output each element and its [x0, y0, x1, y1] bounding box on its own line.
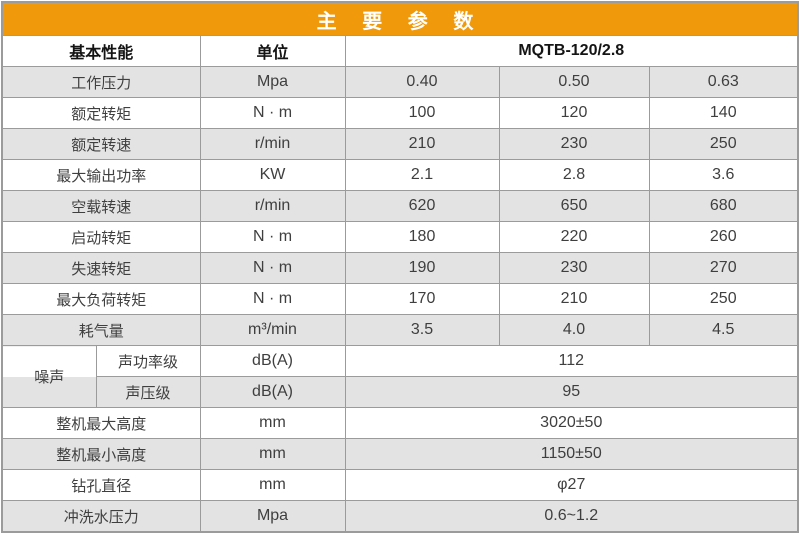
- row-unit: mm: [199, 438, 346, 470]
- row-value: 210: [344, 128, 500, 160]
- row-unit: N · m: [199, 97, 346, 129]
- row-value: 3.5: [344, 314, 500, 346]
- row-value: 112: [344, 345, 799, 377]
- row-value: φ27: [344, 469, 799, 501]
- row-label: 失速转矩: [1, 252, 201, 284]
- row-value: 190: [344, 252, 500, 284]
- header-basic-performance: 基本性能: [1, 35, 201, 67]
- header-model: MQTB-120/2.8: [344, 35, 799, 67]
- table-row: 额定转速 r/min 210 230 250: [1, 128, 799, 160]
- row-label: 空载转速: [1, 190, 201, 222]
- row-value: 230: [498, 252, 650, 284]
- row-label: 工作压力: [1, 66, 201, 98]
- table-row: 最大输出功率 KW 2.1 2.8 3.6: [1, 159, 799, 191]
- row-unit: Mpa: [199, 66, 346, 98]
- row-value: 230: [498, 128, 650, 160]
- row-label: 启动转矩: [1, 221, 201, 253]
- row-unit: r/min: [199, 190, 346, 222]
- row-unit: N · m: [199, 283, 346, 315]
- row-label: 最大负荷转矩: [1, 283, 201, 315]
- row-value: 650: [498, 190, 650, 222]
- row-value: 4.5: [648, 314, 799, 346]
- row-label: 声压级: [95, 376, 201, 408]
- table-row: 冲洗水压力 Mpa 0.6~1.2: [1, 500, 799, 533]
- row-value: 210: [498, 283, 650, 315]
- table-title-row: 主 要 参 数: [1, 1, 799, 36]
- row-value: 0.40: [344, 66, 500, 98]
- table-row: 整机最大高度 mm 3020±50: [1, 407, 799, 439]
- row-value: 0.50: [498, 66, 650, 98]
- row-value: 0.63: [648, 66, 799, 98]
- row-value: 140: [648, 97, 799, 129]
- table-row-noise-pressure: 声压级 dB(A) 95: [2, 376, 799, 408]
- row-value: 2.8: [498, 159, 650, 191]
- row-value: 680: [648, 190, 799, 222]
- row-unit: dB(A): [199, 345, 346, 377]
- row-unit: KW: [199, 159, 346, 191]
- table-row: 耗气量 m³/min 3.5 4.0 4.5: [1, 314, 799, 346]
- table-header-row: 基本性能 单位 MQTB-120/2.8: [1, 35, 799, 67]
- row-value: 100: [344, 97, 500, 129]
- table-title: 主 要 参 数: [1, 1, 799, 36]
- row-unit: Mpa: [199, 500, 346, 533]
- table-row: 启动转矩 N · m 180 220 260: [1, 221, 799, 253]
- row-unit: r/min: [199, 128, 346, 160]
- row-value: 120: [498, 97, 650, 129]
- row-unit: m³/min: [199, 314, 346, 346]
- row-value: 170: [344, 283, 500, 315]
- table-row: 空载转速 r/min 620 650 680: [1, 190, 799, 222]
- row-label: 额定转矩: [1, 97, 201, 129]
- row-label: 声功率级: [95, 345, 201, 377]
- row-value: 180: [344, 221, 500, 253]
- row-value: 3.6: [648, 159, 799, 191]
- row-unit: mm: [199, 407, 346, 439]
- table-row: 额定转矩 N · m 100 120 140: [1, 97, 799, 129]
- row-label: 冲洗水压力: [1, 500, 201, 533]
- row-label: 整机最小高度: [1, 438, 201, 470]
- row-label: 整机最大高度: [1, 407, 201, 439]
- table-row: 整机最小高度 mm 1150±50: [1, 438, 799, 470]
- row-label: 最大输出功率: [1, 159, 201, 191]
- table-row-noise-power: 噪声 声功率级 dB(A) 112: [1, 345, 799, 408]
- row-label: 额定转速: [1, 128, 201, 160]
- row-value: 260: [648, 221, 799, 253]
- table-row: 失速转矩 N · m 190 230 270: [1, 252, 799, 284]
- row-value: 220: [498, 221, 650, 253]
- row-label: 钻孔直径: [1, 469, 201, 501]
- table-row: 工作压力 Mpa 0.40 0.50 0.63: [1, 66, 799, 98]
- noise-group-label: 噪声: [1, 345, 97, 408]
- row-label: 耗气量: [1, 314, 201, 346]
- row-unit: mm: [199, 469, 346, 501]
- row-value: 1150±50: [344, 438, 799, 470]
- row-value: 2.1: [344, 159, 500, 191]
- row-value: 250: [648, 283, 799, 315]
- row-value: 270: [648, 252, 799, 284]
- row-value: 250: [648, 128, 799, 160]
- row-value: 4.0: [498, 314, 650, 346]
- row-unit: N · m: [199, 252, 346, 284]
- row-value: 95: [344, 376, 799, 408]
- row-unit: dB(A): [199, 376, 346, 408]
- row-value: 3020±50: [344, 407, 799, 439]
- table-row: 最大负荷转矩 N · m 170 210 250: [1, 283, 799, 315]
- row-value: 0.6~1.2: [344, 500, 799, 533]
- row-unit: N · m: [199, 221, 346, 253]
- header-unit: 单位: [199, 35, 346, 67]
- table-row: 钻孔直径 mm φ27: [1, 469, 799, 501]
- row-value: 620: [344, 190, 500, 222]
